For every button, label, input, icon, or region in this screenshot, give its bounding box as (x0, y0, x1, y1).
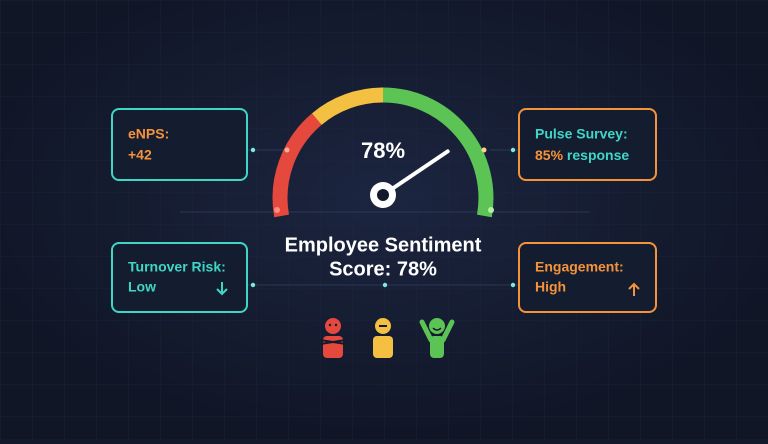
card (518, 242, 657, 313)
title-line: Employee Sentiment (285, 234, 482, 256)
gauge-value: 78% (361, 138, 405, 163)
face-happy (419, 318, 455, 358)
gauge-needle (381, 149, 450, 197)
arrow-down (216, 282, 228, 296)
card-value: High (535, 279, 566, 295)
gauge-dot (488, 207, 494, 213)
connectors (180, 149, 590, 286)
card-label: Turnover Risk: (128, 259, 226, 275)
gauge-dot (284, 147, 290, 153)
card (111, 242, 248, 313)
arrow-up (628, 282, 640, 296)
card-label: eNPS: (128, 126, 169, 142)
needle-layer (381, 149, 450, 197)
card (111, 108, 248, 181)
card-label: Engagement: (535, 259, 624, 275)
gauge-dot (481, 147, 487, 153)
card-value: 85% response (535, 147, 629, 163)
card (518, 108, 657, 181)
card-suffix: response (567, 147, 629, 163)
title-line: Score: 78% (329, 258, 437, 280)
card-value: +42 (128, 147, 152, 163)
face-sad (319, 318, 347, 358)
card-value: Low (128, 279, 156, 295)
gauge-hub-inner (377, 189, 389, 201)
card-value: 85% (535, 147, 564, 163)
face-neutral (373, 318, 393, 358)
card-label: Pulse Survey: (535, 126, 628, 142)
gauge-arc (272, 87, 494, 218)
gauge-dot (274, 207, 280, 213)
connector-dots (250, 147, 516, 288)
